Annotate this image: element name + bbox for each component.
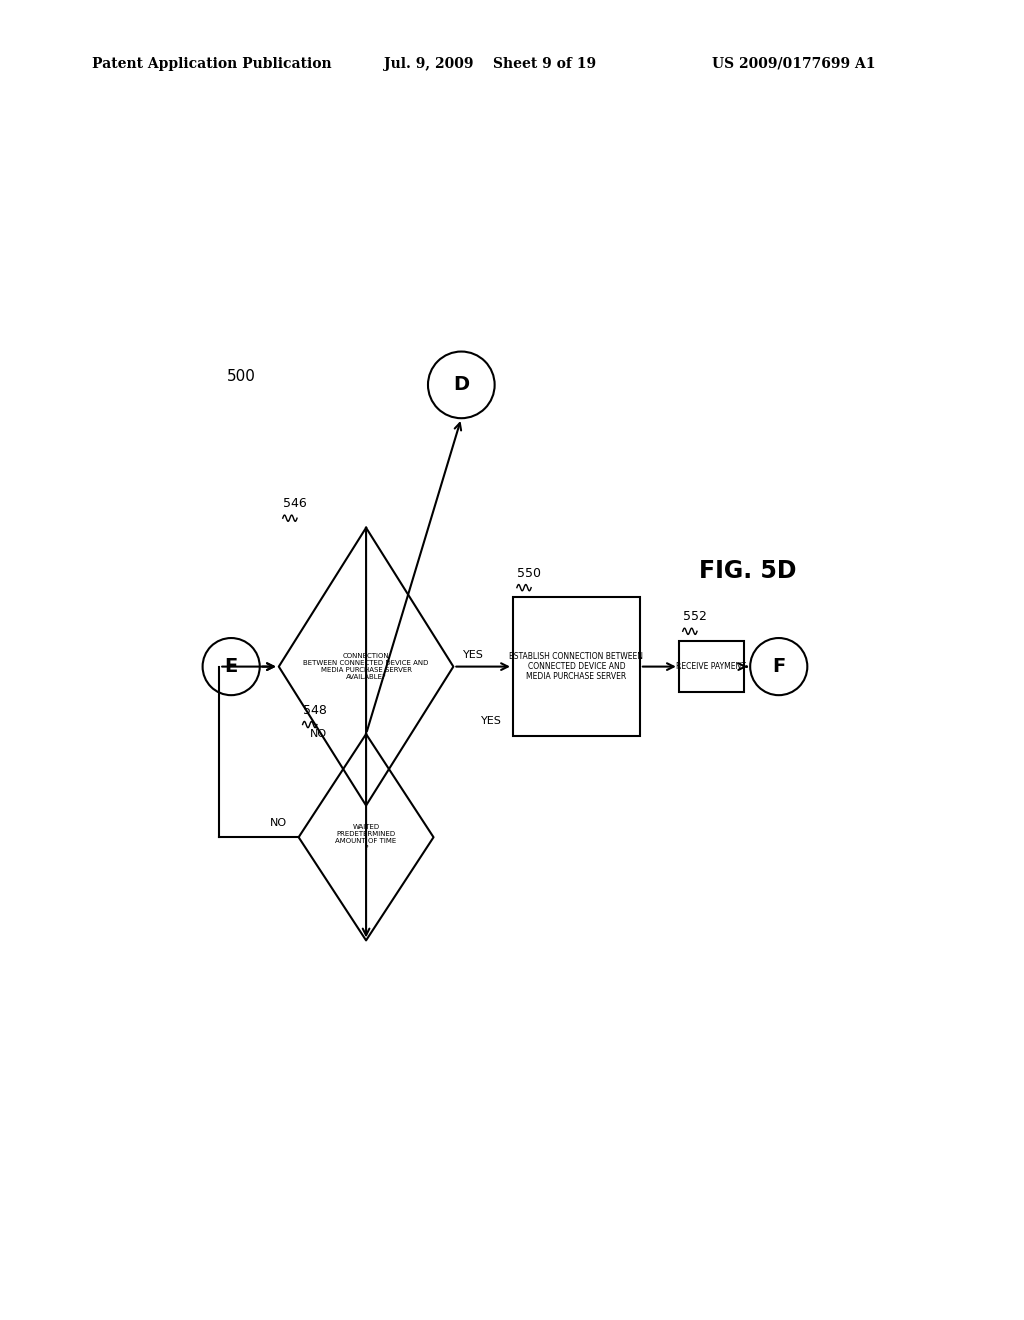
Text: US 2009/0177699 A1: US 2009/0177699 A1 xyxy=(712,57,876,71)
Text: NO: NO xyxy=(310,729,327,739)
Text: YES: YES xyxy=(481,717,502,726)
Bar xyxy=(513,597,640,737)
Text: RECEIVE PAYMENT: RECEIVE PAYMENT xyxy=(677,663,746,671)
Text: E: E xyxy=(224,657,238,676)
Text: ESTABLISH CONNECTION BETWEEN
CONNECTED DEVICE AND
MEDIA PURCHASE SERVER: ESTABLISH CONNECTION BETWEEN CONNECTED D… xyxy=(509,652,643,681)
Text: WAITED
PREDETERMINED
AMOUNT OF TIME
?: WAITED PREDETERMINED AMOUNT OF TIME ? xyxy=(336,824,396,850)
Text: 548: 548 xyxy=(303,704,327,717)
Text: CONNECTION
BETWEEN CONNECTED DEVICE AND
MEDIA PURCHASE SERVER
AVAILABLE?: CONNECTION BETWEEN CONNECTED DEVICE AND … xyxy=(303,653,429,680)
Text: 546: 546 xyxy=(283,498,306,511)
Text: FIG. 5D: FIG. 5D xyxy=(699,560,797,583)
Text: F: F xyxy=(772,657,785,676)
Text: Jul. 9, 2009    Sheet 9 of 19: Jul. 9, 2009 Sheet 9 of 19 xyxy=(384,57,596,71)
Text: 550: 550 xyxy=(517,566,541,579)
Text: 500: 500 xyxy=(227,370,256,384)
Text: 552: 552 xyxy=(683,610,707,623)
Text: NO: NO xyxy=(269,817,287,828)
Text: Patent Application Publication: Patent Application Publication xyxy=(92,57,332,71)
Text: D: D xyxy=(454,375,469,395)
Bar xyxy=(679,640,743,693)
Text: YES: YES xyxy=(463,651,483,660)
